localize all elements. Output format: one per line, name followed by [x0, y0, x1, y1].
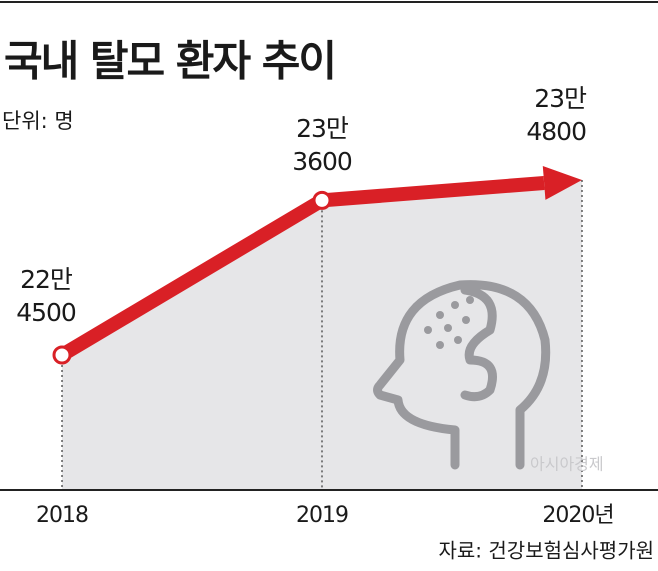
unit-label: 단위: 명 — [2, 109, 74, 133]
x-tick-label: 2020년 — [542, 503, 613, 528]
value-label: 22만 — [20, 265, 73, 294]
value-label: 3600 — [292, 147, 352, 176]
chart-title: 국내 탈모 환자 추이 — [4, 37, 335, 86]
point — [312, 190, 332, 210]
head-outline — [373, 280, 551, 470]
x-tick-label: 2018 — [36, 503, 88, 528]
arrow-head — [542, 166, 582, 200]
point — [52, 345, 72, 365]
value-label: 4800 — [526, 117, 586, 146]
watermark: 아시아경제 — [530, 455, 604, 474]
value-label: 23만 — [534, 84, 587, 113]
head-icon — [373, 280, 551, 470]
source: 자료: 건강보험심사평가원 — [439, 539, 655, 563]
value-label: 4500 — [16, 298, 76, 327]
x-tick-label: 2019 — [296, 503, 348, 528]
value-label: 23만 — [296, 114, 349, 143]
plot: 22만 4500 23만 3600 23만 4800 2018 2019 2020년 — [16, 84, 614, 528]
area — [62, 180, 582, 490]
brain-curve — [460, 285, 497, 402]
